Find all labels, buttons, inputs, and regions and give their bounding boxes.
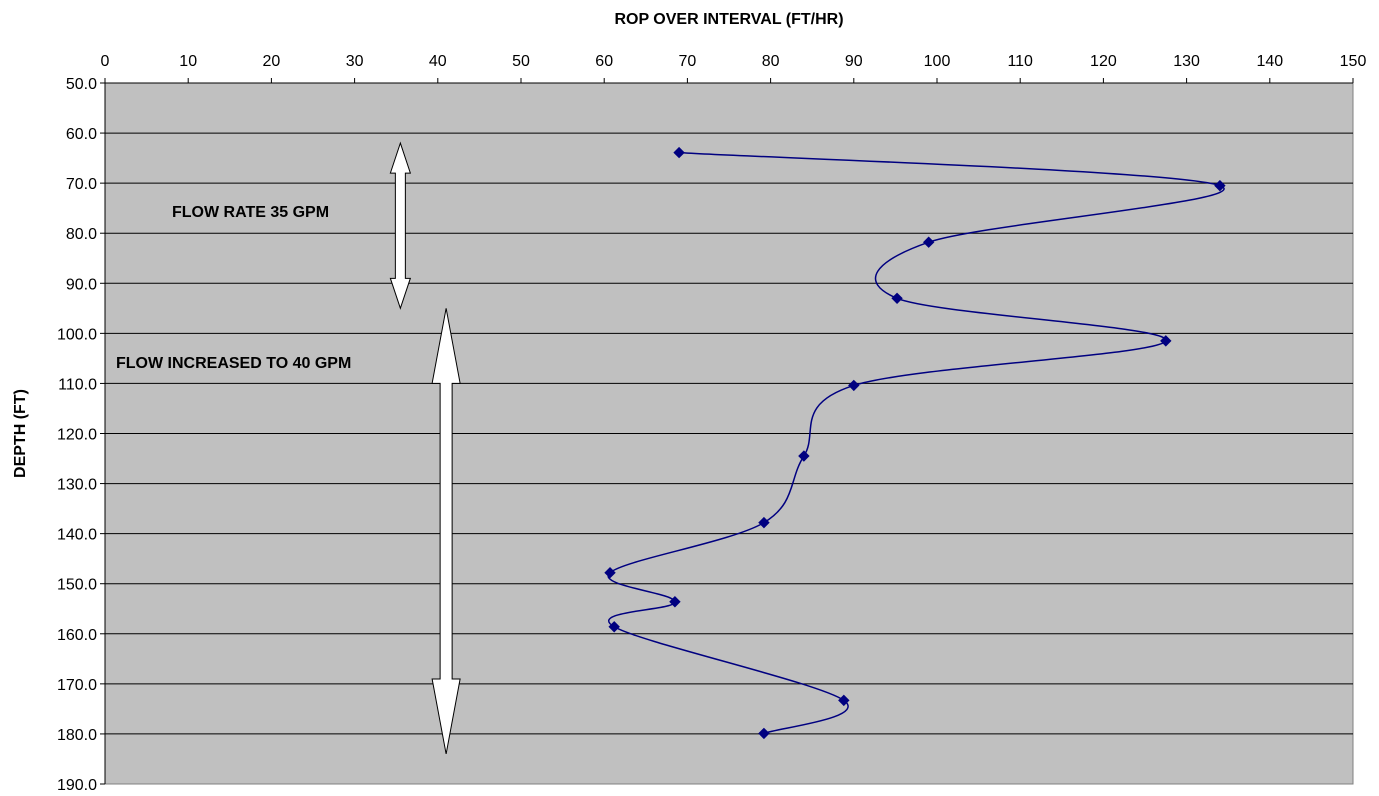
y-axis-title: DEPTH (FT)	[12, 389, 29, 478]
y-tick-label: 180.0	[57, 727, 97, 744]
x-tick-label: 70	[679, 53, 697, 70]
y-tick-label: 70.0	[66, 176, 97, 193]
series-layer	[604, 146, 1226, 740]
y-tick-label: 90.0	[66, 276, 97, 293]
data-point-marker	[922, 236, 935, 248]
data-point-marker	[669, 596, 681, 608]
gridlines	[105, 132, 1353, 735]
y-tick-label: 100.0	[57, 326, 97, 343]
x-tick-label: 30	[346, 53, 364, 70]
y-tick-label: 140.0	[57, 527, 97, 544]
data-point-marker	[608, 621, 620, 633]
double-arrow-35gpm	[389, 141, 412, 310]
x-tick-label: 130	[1173, 53, 1200, 70]
y-tick-label: 190.0	[57, 777, 97, 794]
data-point-marker	[838, 694, 850, 707]
y-tick-label: 80.0	[66, 226, 97, 243]
x-tick-label: 120	[1090, 53, 1117, 70]
data-point-marker	[798, 450, 810, 462]
x-tick-label: 90	[845, 53, 863, 70]
x-axis-ticks: 0 10 20 30 40 50 60 70 80 90 100 110 120 130 140 150	[101, 53, 1367, 83]
data-point-marker	[758, 727, 770, 740]
x-tick-label: 10	[179, 53, 197, 70]
data-point-marker	[673, 146, 685, 159]
x-axis-title: ROP OVER INTERVAL (FT/HR)	[614, 11, 843, 28]
annotation-flow-increased-40: FLOW INCREASED TO 40 GPM	[116, 355, 351, 372]
y-tick-label: 130.0	[57, 477, 97, 494]
y-tick-label: 110.0	[58, 376, 97, 393]
x-tick-label: 50	[512, 53, 530, 70]
y-tick-label: 120.0	[57, 427, 97, 444]
annotation-layer: FLOW RATE 35 GPM FLOW INCREASED TO 40 GPM	[116, 141, 461, 755]
x-tick-label: 60	[595, 53, 613, 70]
data-point-marker	[1160, 335, 1172, 347]
x-tick-label: 40	[429, 53, 447, 70]
annotation-flow-rate-35: FLOW RATE 35 GPM	[172, 204, 329, 221]
double-arrow-40gpm	[431, 308, 461, 755]
data-point-marker	[1214, 179, 1226, 192]
y-tick-label: 50.0	[66, 76, 97, 93]
x-tick-label: 20	[263, 53, 281, 70]
x-tick-label: 140	[1256, 53, 1283, 70]
y-axis-ticks: 50.0 60.0 70.0 80.0 90.0 100.0 110.0 120.0 130.0…	[57, 76, 105, 794]
series-line	[607, 151, 1225, 735]
y-tick-label: 170.0	[57, 677, 97, 694]
y-tick-label: 60.0	[66, 126, 97, 143]
data-point-marker	[758, 516, 770, 529]
x-tick-label: 80	[762, 53, 780, 70]
y-tick-label: 150.0	[57, 577, 97, 594]
data-point-marker	[848, 379, 860, 392]
x-tick-label: 110	[1007, 53, 1033, 70]
x-tick-label: 150	[1340, 53, 1367, 70]
x-tick-label: 100	[924, 53, 951, 70]
x-tick-label: 0	[101, 53, 110, 70]
data-point-marker	[604, 566, 616, 579]
y-tick-label: 160.0	[57, 627, 97, 644]
data-point-marker	[891, 292, 903, 305]
